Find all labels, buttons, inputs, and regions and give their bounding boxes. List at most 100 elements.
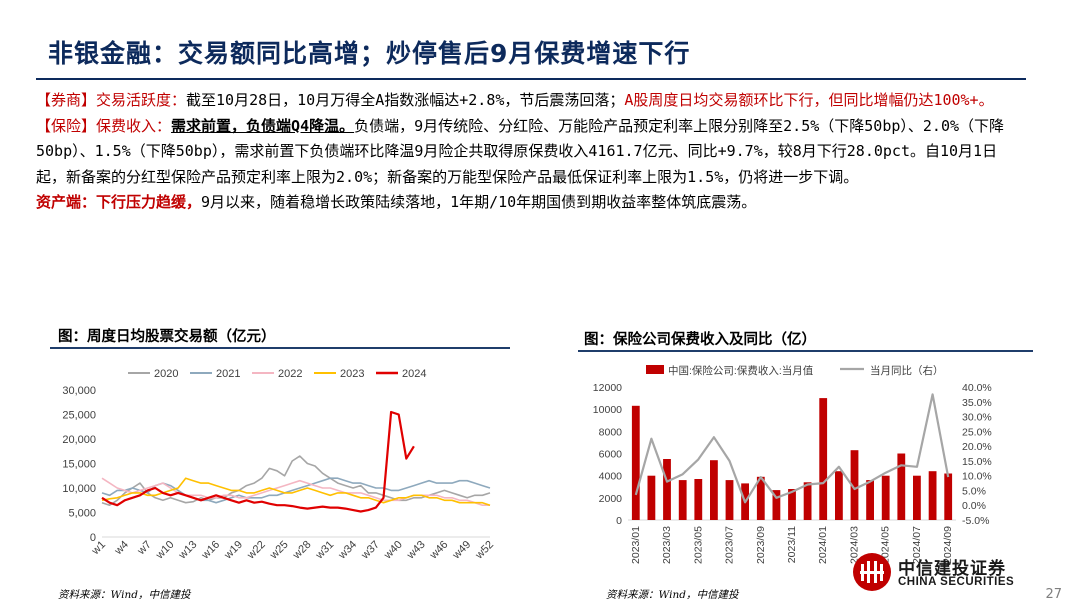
right-bar — [678, 480, 687, 520]
page-number: 27 — [1045, 587, 1062, 602]
right-y-right-tick-label: 0.0% — [962, 500, 986, 512]
tag-brokerage: 【券商】 — [36, 91, 97, 109]
right-bar — [647, 475, 656, 520]
right-y-right-tick-label: 20.0% — [962, 441, 992, 453]
paragraph-brokerage: 【券商】交易活跃度：截至10月28日，10月万得全A指数涨幅达+2.8%，节后震… — [36, 88, 1026, 114]
left-x-tick-label: w43 — [404, 539, 427, 562]
left-x-tick-label: w19 — [222, 539, 245, 562]
head-premium-income: 保费收入： — [96, 116, 172, 135]
right-x-tick-label: 2024/05 — [880, 526, 892, 564]
right-y-right-tick-label: 5.0% — [962, 485, 986, 497]
left-y-tick-label: 20,000 — [62, 434, 96, 446]
right-y-right-tick-label: -5.0% — [962, 515, 989, 527]
right-x-tick-label: 2024/03 — [848, 526, 860, 564]
right-y-right-tick-label: 30.0% — [962, 412, 992, 424]
title-divider — [36, 78, 1026, 80]
left-series-line-2023 — [101, 477, 491, 506]
right-y-left-tick-label: 10000 — [593, 404, 622, 416]
right-bar — [866, 480, 874, 520]
text-assets: 9月以来，随着稳增长政策陆续落地，1年期/10年期国债到期收益率整体筑底震荡。 — [201, 193, 757, 211]
right-y-left-tick-label: 0 — [616, 515, 622, 527]
left-x-tick-label: w34 — [336, 539, 359, 562]
page-title: 非银金融：交易额同比高增；炒停售后9月保费增速下行 — [48, 39, 691, 68]
right-yoy-line — [634, 393, 950, 504]
body-text: 【券商】交易活跃度：截至10月28日，10月万得全A指数涨幅达+2.8%，节后震… — [36, 88, 1026, 216]
left-x-tick-label: w40 — [381, 539, 404, 562]
right-bar — [835, 471, 843, 520]
left-legend-label: 2021 — [216, 368, 240, 380]
left-x-tick-label: w37 — [359, 539, 382, 562]
paragraph-insurance: 【保险】保费收入：需求前置，负债端Q4降温。负债端，9月传统险、分红险、万能险产… — [36, 114, 1026, 191]
text-insurance: 负债端，9月传统险、分红险、万能险产品预定利率上限分别降至2.5%（下降50bp… — [36, 116, 1005, 186]
right-y-left-tick-label: 8000 — [599, 426, 623, 438]
left-x-tick-label: w16 — [199, 539, 222, 562]
right-bar — [663, 459, 671, 520]
logo-name-en: CHINA SECURITIES — [898, 576, 1015, 588]
left-chart-source: 资料来源：Wind，中信建投 — [58, 589, 191, 601]
right-legend-bar-label: 中国:保险公司:保费收入:当月值 — [668, 364, 814, 377]
text-brokerage-red: A股周度日均交易额环比下行，但同比增幅仍达100%+。 — [624, 91, 994, 109]
right-y-left-tick-label: 4000 — [599, 471, 623, 483]
right-x-tick-label: 2023/09 — [755, 526, 767, 564]
right-y-right-tick-label: 10.0% — [962, 471, 992, 483]
head-assets-2: 下行压力趋缓， — [96, 193, 202, 211]
right-bar — [913, 475, 921, 520]
right-legend-bar-swatch — [646, 365, 664, 374]
left-x-tick-label: w31 — [313, 539, 336, 562]
right-bar — [756, 476, 765, 520]
left-x-tick-label: w7 — [135, 539, 154, 558]
right-y-right-tick-label: 15.0% — [962, 456, 992, 468]
right-x-tick-label: 2023/11 — [786, 526, 798, 563]
right-bar — [788, 489, 796, 520]
right-bar — [631, 405, 640, 520]
right-bar — [803, 482, 812, 520]
tag-insurance: 【保险】 — [36, 116, 97, 135]
right-bar — [772, 490, 781, 520]
left-y-tick-label: 25,000 — [62, 410, 96, 422]
head-demand-front-loaded: 需求前置，负债端Q4降温。 — [171, 116, 355, 135]
logo-name-cn: 中信建投证券 — [898, 559, 1006, 579]
text-brokerage: 截至10月28日，10月万得全A指数涨幅达+2.8%，节后震荡回落； — [186, 91, 625, 109]
china-securities-logo-icon — [852, 552, 892, 592]
right-y-left-tick-label: 6000 — [599, 449, 623, 461]
left-x-tick-label: w46 — [427, 539, 450, 562]
left-y-tick-label: 15,000 — [62, 459, 96, 471]
right-x-tick-label: 2023/03 — [661, 526, 673, 564]
left-x-tick-label: w52 — [473, 539, 496, 562]
left-chart-title: 图：周度日均股票交易额（亿元） — [58, 328, 276, 345]
right-y-right-tick-label: 25.0% — [962, 426, 992, 438]
right-x-tick-label: 2024/01 — [817, 526, 829, 564]
right-bar — [944, 473, 953, 520]
left-chart-rule — [50, 347, 510, 349]
left-series-line-2024 — [101, 410, 415, 513]
left-y-tick-label: 30,000 — [62, 385, 96, 397]
right-x-tick-label: 2023/05 — [692, 526, 704, 564]
right-bar — [710, 460, 718, 520]
left-x-tick-label: w28 — [290, 539, 313, 562]
right-x-tick-label: 2024/07 — [911, 526, 923, 564]
paragraph-assets: 资产端：下行压力趋缓，9月以来，随着稳增长政策陆续落地，1年期/10年期国债到期… — [36, 190, 1026, 216]
left-x-tick-label: w10 — [153, 539, 176, 562]
head-assets: 资产端： — [36, 193, 97, 211]
right-bar — [897, 453, 906, 520]
left-x-tick-label: w4 — [112, 539, 131, 558]
right-y-left-tick-label: 12000 — [593, 382, 622, 394]
left-x-tick-label: w49 — [450, 539, 473, 562]
left-y-tick-label: 5,000 — [68, 508, 96, 520]
right-bar — [850, 450, 859, 520]
right-chart-source: 资料来源：Wind，中信建投 — [606, 589, 739, 601]
left-y-tick-label: 0 — [90, 532, 96, 544]
left-x-tick-label: w22 — [244, 539, 267, 562]
left-legend-label: 2023 — [340, 368, 364, 380]
left-x-tick-label: w13 — [176, 539, 199, 562]
right-chart-title: 图：保险公司保费收入及同比（亿） — [584, 331, 816, 348]
right-bar — [881, 475, 890, 520]
left-series-line-2022 — [101, 477, 490, 506]
left-y-tick-label: 10,000 — [62, 483, 96, 495]
right-bar — [694, 479, 703, 520]
right-bar — [819, 398, 828, 520]
right-x-tick-label: 2023/01 — [630, 526, 642, 564]
right-bar — [928, 471, 937, 520]
left-legend-label: 2024 — [402, 368, 426, 380]
